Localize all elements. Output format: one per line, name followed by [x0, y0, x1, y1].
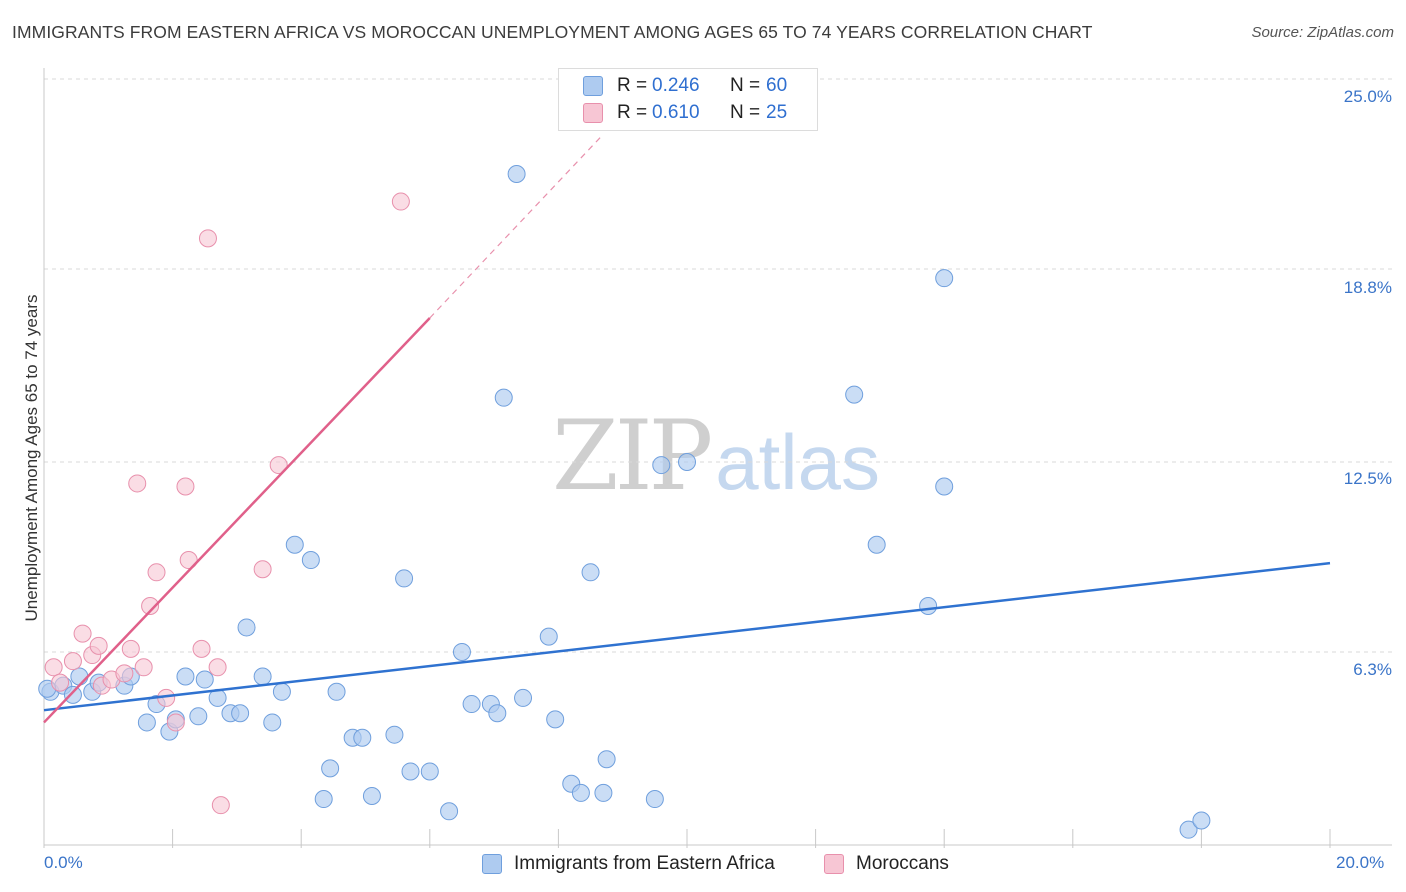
eastern-africa-point	[546, 710, 565, 729]
eastern-africa-point	[597, 750, 616, 769]
correlation-legend: R = 0.246 N = 60 R = 0.610 N = 25	[558, 68, 818, 131]
eastern-africa-point	[137, 713, 156, 732]
r-label: R =	[617, 102, 648, 123]
blue-swatch-icon	[482, 854, 502, 874]
legend-item-moroccans: Moroccans	[824, 852, 949, 876]
moroccan-point	[147, 563, 166, 582]
moroccan-point	[73, 624, 92, 643]
eastern-africa-point	[401, 762, 420, 781]
x-tick-label-max: 20.0%	[1336, 853, 1385, 872]
y-tick-label: 18.8%	[1343, 278, 1392, 297]
pink-swatch-icon	[583, 103, 603, 123]
eastern-africa-point	[253, 667, 272, 686]
eastern-africa-point	[462, 695, 481, 714]
source-attribution: Source: ZipAtlas.com	[1251, 24, 1394, 41]
eastern-africa-point	[935, 477, 954, 496]
y-tick-label: 12.5%	[1343, 469, 1392, 488]
pink-swatch-icon	[824, 854, 844, 874]
moroccan-point	[63, 652, 82, 671]
eastern-africa-point	[507, 164, 526, 183]
eastern-africa-point	[452, 642, 471, 661]
r-value: 0.246	[652, 75, 700, 96]
n-label: N =	[730, 75, 761, 96]
moroccan-point	[253, 560, 272, 579]
eastern-africa-point	[263, 713, 282, 732]
moroccan-point	[391, 192, 410, 211]
eastern-africa-point	[362, 786, 381, 805]
r-label: R =	[617, 75, 648, 96]
eastern-africa-point	[935, 269, 954, 288]
moroccan-point	[179, 551, 198, 570]
y-tick-label: 25.0%	[1343, 87, 1392, 106]
eastern-africa-point	[1192, 811, 1211, 830]
eastern-africa-point	[395, 569, 414, 588]
eastern-africa-point	[494, 388, 513, 407]
eastern-africa-point	[488, 704, 507, 723]
chart-title: IMMIGRANTS FROM EASTERN AFRICA VS MOROCC…	[12, 22, 1093, 42]
eastern-africa-point	[321, 759, 340, 778]
moroccan-point	[115, 664, 134, 683]
eastern-africa-point	[1179, 820, 1198, 839]
n-value: 25	[766, 102, 788, 123]
eastern-africa-point	[539, 627, 558, 646]
y-tick-label: 6.3%	[1353, 660, 1392, 679]
eastern-africa-point	[314, 790, 333, 809]
eastern-africa-point	[231, 704, 250, 723]
eastern-africa-point	[440, 802, 459, 821]
moroccan-point	[141, 597, 160, 616]
moroccan-point	[166, 713, 185, 732]
moroccan-point	[128, 474, 147, 493]
moroccan-point	[269, 456, 288, 475]
eastern-africa-point	[385, 725, 404, 744]
legend-label: Immigrants from Eastern Africa	[514, 853, 775, 874]
eastern-africa-point	[652, 456, 671, 475]
eastern-africa-point	[70, 667, 89, 686]
eastern-africa-point	[176, 667, 195, 686]
moroccan-point	[208, 658, 227, 677]
moroccan-point	[44, 658, 63, 677]
n-value: 60	[766, 75, 788, 96]
eastern-africa-point	[678, 453, 696, 471]
eastern-africa-trendline	[43, 561, 1331, 712]
eastern-africa-point	[919, 597, 938, 616]
x-tick-label-min: 0.0%	[44, 853, 83, 872]
eastern-africa-point	[189, 707, 208, 726]
eastern-africa-point	[514, 688, 533, 707]
eastern-africa-point	[353, 728, 372, 747]
moroccan-point	[176, 477, 195, 496]
eastern-africa-point	[237, 618, 256, 637]
moroccan-point	[134, 658, 153, 677]
eastern-africa-point	[301, 551, 320, 570]
moroccan-point	[89, 636, 108, 655]
eastern-africa-point	[285, 535, 304, 554]
moroccan-point	[211, 796, 230, 815]
n-label: N =	[730, 102, 761, 123]
eastern-africa-point	[867, 535, 886, 554]
eastern-africa-point	[420, 762, 439, 781]
moroccan-trendline-extension	[429, 133, 604, 319]
moroccan-point	[198, 229, 217, 248]
legend-label: Moroccans	[856, 853, 949, 874]
legend-item-eastern-africa: Immigrants from Eastern Africa	[482, 852, 775, 876]
eastern-africa-point	[571, 783, 590, 802]
eastern-africa-point	[645, 790, 664, 809]
blue-swatch-icon	[583, 76, 603, 96]
moroccan-point	[192, 639, 211, 658]
eastern-africa-point	[63, 685, 82, 704]
eastern-africa-point	[272, 682, 291, 701]
eastern-africa-point	[327, 682, 346, 701]
eastern-africa-point	[594, 783, 613, 802]
moroccan-point	[121, 639, 140, 658]
r-value: 0.610	[652, 102, 700, 123]
moroccan-point	[51, 673, 70, 692]
eastern-africa-point	[845, 385, 864, 404]
eastern-africa-point	[195, 670, 214, 689]
y-axis-title: Unemployment Among Ages 65 to 74 years	[22, 294, 41, 622]
moroccan-trendline	[43, 317, 431, 724]
eastern-africa-point	[581, 563, 600, 582]
